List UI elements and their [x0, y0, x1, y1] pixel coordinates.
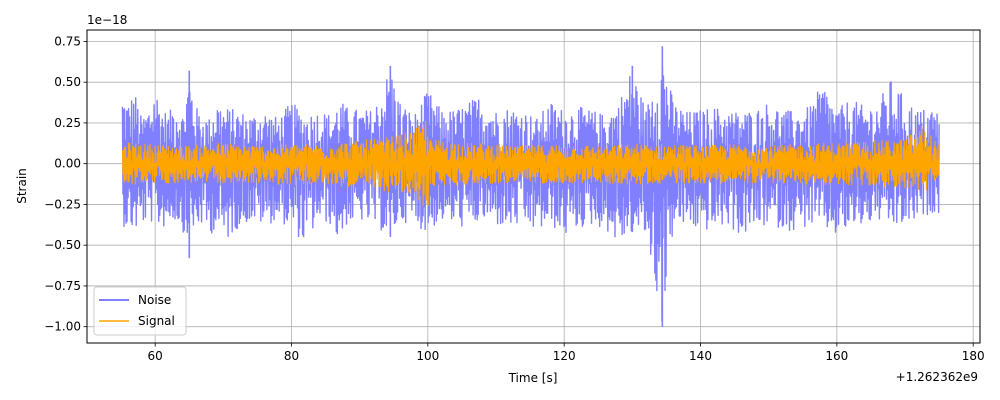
y-tick-label: −0.50: [44, 238, 81, 252]
legend: Noise Signal: [93, 286, 187, 336]
series-layer: [121, 46, 940, 327]
legend-label-noise: Noise: [138, 293, 171, 307]
y-tick-label: −1.00: [44, 320, 81, 334]
x-offset-label: +1.262362e9: [896, 370, 978, 384]
legend-label-signal: Signal: [138, 314, 175, 328]
y-scale-multiplier: 1e−18: [87, 13, 127, 27]
y-tick-label: 0.75: [54, 34, 81, 48]
x-tick-label: 100: [416, 349, 439, 363]
y-tick-label: −0.75: [44, 279, 81, 293]
y-tick-label: 0.00: [54, 157, 81, 171]
plot-frame: [86, 29, 981, 344]
x-tick-label: 160: [825, 349, 848, 363]
x-tick-label: 80: [284, 349, 299, 363]
x-tick-label: 60: [148, 349, 163, 363]
x-tick-label: 180: [962, 349, 985, 363]
y-tick-label: 0.50: [54, 75, 81, 89]
x-tick-label: 120: [553, 349, 576, 363]
y-tick-label: 0.25: [54, 116, 81, 130]
x-tick-label: 140: [689, 349, 712, 363]
y-axis-label: Strain: [15, 168, 29, 204]
series-signal-line: [121, 120, 940, 207]
x-axis-label: Time [s]: [508, 371, 558, 385]
y-axis-ticks: −1.00 −0.75 −0.50 −0.25 0.00 0.25 0.50 0.75: [44, 34, 87, 334]
y-tick-label: −0.25: [44, 197, 81, 211]
x-axis-ticks: 60 80 100 120 140 160 180: [148, 343, 985, 363]
